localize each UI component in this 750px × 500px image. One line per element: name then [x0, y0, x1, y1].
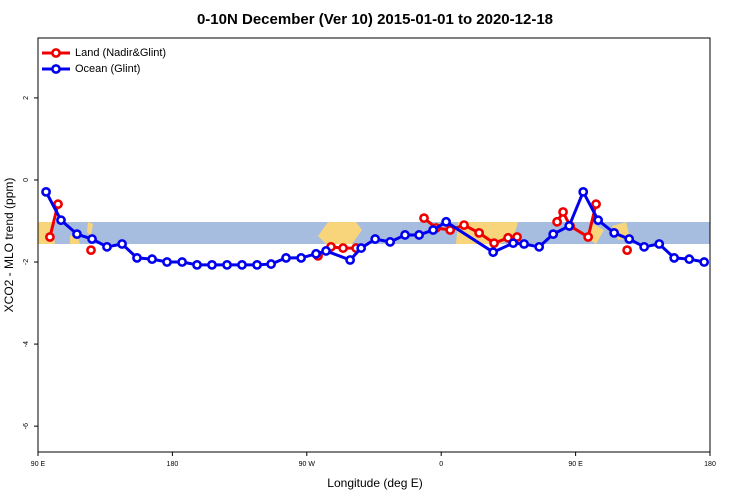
data-point: [519, 239, 529, 249]
data-point: [441, 216, 452, 227]
data-point: [583, 232, 594, 242]
data-point: [102, 241, 112, 252]
data-point: [356, 243, 367, 253]
data-point: [534, 241, 545, 252]
y-tick-label: -6: [23, 423, 30, 429]
data-point: [321, 246, 331, 256]
data-point: [45, 232, 55, 242]
data-point: [117, 239, 127, 249]
plot-frame: [37, 37, 711, 453]
data-point: [345, 255, 356, 265]
y-axis-label: XCO2 - MLO trend (ppm): [2, 178, 16, 313]
data-point: [370, 234, 381, 244]
y-tick-label: -4: [23, 341, 30, 347]
data-point: [564, 221, 575, 231]
data-point: [414, 230, 424, 240]
data-point: [338, 243, 348, 253]
data-point: [56, 215, 66, 226]
data-point: [488, 247, 499, 258]
data-point: [552, 216, 562, 227]
x-tick-label: 90 E: [568, 461, 583, 468]
legend-label: Ocean (Glint): [75, 63, 140, 75]
data-point: [296, 253, 307, 263]
legend-label: Land (Nadir&Glint): [75, 47, 166, 59]
data-point: [222, 259, 232, 270]
data-point: [489, 238, 499, 249]
data-point: [252, 259, 262, 270]
data-point: [192, 259, 202, 270]
legend-swatch: [51, 48, 61, 58]
y-tick-label: 0: [23, 178, 30, 182]
data-point: [459, 220, 469, 231]
data-point: [400, 230, 410, 240]
data-point: [654, 239, 665, 249]
chart-title: 0-10N December (Ver 10) 2015-01-01 to 20…: [197, 11, 553, 28]
x-tick-label: 180: [704, 461, 716, 468]
x-tick-label: 180: [167, 461, 179, 468]
data-point: [684, 254, 695, 265]
data-point: [281, 253, 291, 263]
data-point: [132, 253, 142, 263]
data-point: [311, 248, 321, 259]
data-point: [385, 237, 396, 247]
data-point: [53, 199, 63, 210]
data-point: [578, 186, 589, 197]
data-point: [87, 234, 97, 244]
data-point: [699, 257, 710, 267]
data-point: [508, 238, 519, 249]
data-point: [639, 241, 650, 252]
data-point: [177, 257, 188, 267]
legend-swatch: [51, 64, 61, 74]
data-point: [266, 259, 277, 269]
x-tick-label: 90 W: [299, 461, 316, 468]
data-point: [548, 229, 559, 240]
data-point: [669, 253, 680, 263]
data-point: [622, 245, 633, 256]
data-point: [593, 215, 604, 226]
data-point: [147, 254, 157, 265]
data-point: [207, 259, 217, 270]
data-point: [591, 199, 601, 210]
data-point: [72, 229, 82, 240]
x-tick-label: 90 E: [31, 461, 46, 468]
data-point: [237, 259, 247, 270]
data-point: [445, 225, 456, 235]
data-point: [419, 213, 429, 224]
data-point: [41, 186, 51, 197]
data-point: [474, 227, 485, 238]
x-axis-label: Longitude (deg E): [327, 476, 422, 490]
data-point: [162, 257, 172, 267]
x-tick-label: 0: [439, 461, 443, 468]
y-tick-label: -2: [23, 259, 30, 265]
data-point: [86, 245, 96, 256]
data-point: [558, 207, 568, 217]
data-point: [609, 227, 620, 238]
y-tick-label: 2: [23, 96, 30, 100]
data-point: [428, 225, 439, 235]
data-point: [624, 234, 635, 244]
